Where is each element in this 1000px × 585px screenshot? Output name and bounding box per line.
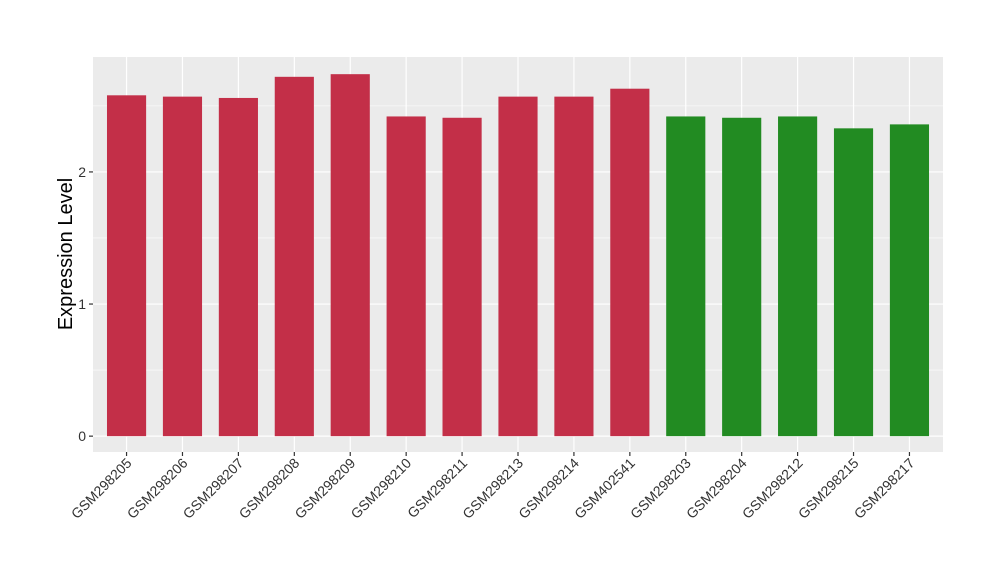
- y-tick-label: 2: [78, 164, 86, 180]
- bar: [889, 124, 930, 437]
- bar: [498, 96, 538, 437]
- x-tick-label: GSM298217: [851, 455, 918, 522]
- bar: [722, 117, 762, 437]
- bars: [106, 74, 930, 437]
- bar: [833, 128, 874, 437]
- y-axis: 0 1 2: [78, 164, 93, 444]
- bar: [778, 116, 818, 437]
- bar: [218, 97, 258, 437]
- bar: [666, 116, 706, 437]
- bar: [162, 96, 203, 437]
- x-axis: GSM298205GSM298206GSM298207GSM298208GSM2…: [68, 452, 918, 522]
- bar: [554, 96, 594, 437]
- bar: [442, 117, 482, 437]
- y-tick-label: 1: [78, 296, 86, 312]
- bar: [274, 76, 314, 437]
- y-tick-label: 0: [78, 428, 86, 444]
- bar: [330, 74, 370, 437]
- bar: [386, 116, 426, 437]
- y-axis-label: Expression Level: [55, 178, 77, 330]
- bar: [106, 95, 147, 437]
- x-tick-label: GSM298210: [347, 455, 414, 522]
- bar: [610, 88, 650, 437]
